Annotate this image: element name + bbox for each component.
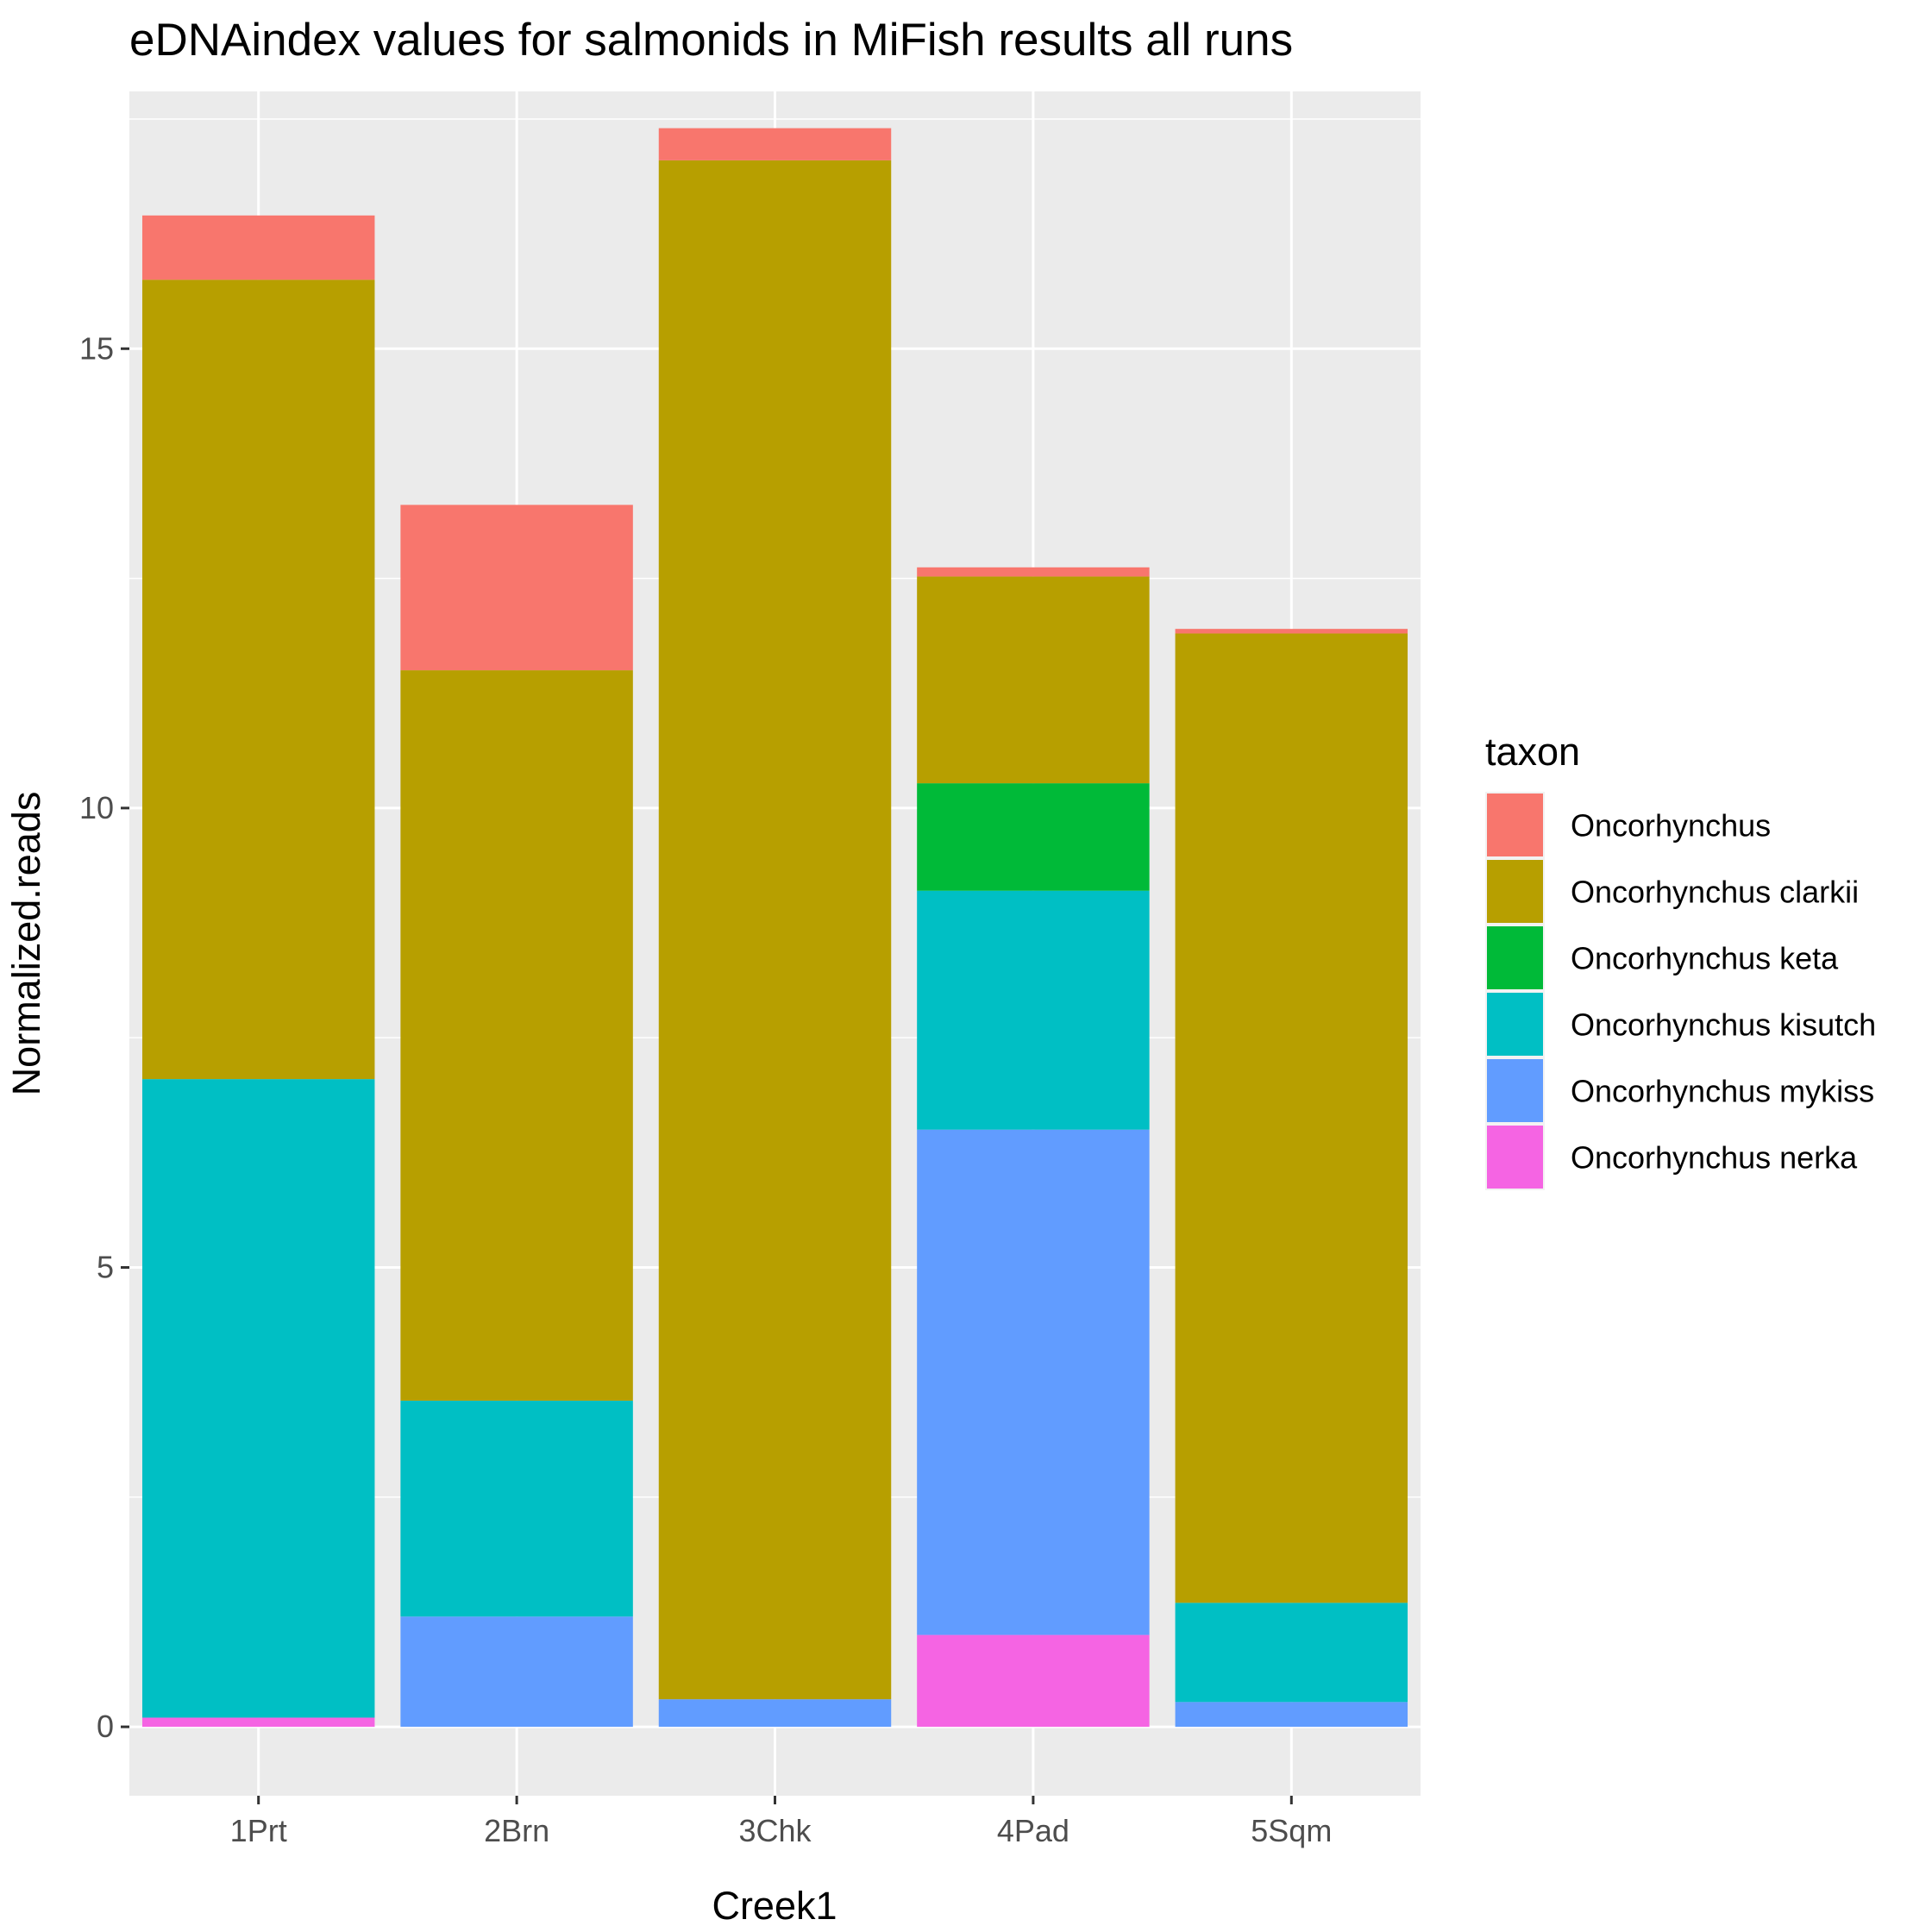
- x-tick-label: 3Chk: [738, 1813, 812, 1848]
- legend-key-swatch: [1487, 1126, 1543, 1189]
- x-tick-label: 2Brn: [484, 1813, 549, 1848]
- legend-label: Oncorhynchus: [1571, 808, 1771, 844]
- legend-label: Oncorhynchus kisutch: [1571, 1007, 1876, 1043]
- chart-title: eDNAindex values for salmonids in MiFish…: [129, 15, 1293, 66]
- bar-segment: [658, 160, 892, 1700]
- bar-segment: [141, 215, 375, 280]
- x-tick-label: 1Prt: [230, 1813, 287, 1848]
- x-axis-title: Creek1: [712, 1884, 837, 1928]
- bar-segment: [400, 1616, 633, 1728]
- x-tick-label: 4Pad: [997, 1813, 1070, 1848]
- legend-label: Oncorhynchus clarkii: [1571, 875, 1859, 910]
- x-axis: 1Prt 2Brn 3Chk 4Pad 5Sqm: [230, 1796, 1332, 1848]
- bar-stack-group: [141, 128, 1408, 1728]
- bar-segment: [917, 1634, 1150, 1728]
- y-axis: 0 5 10 15: [79, 330, 129, 1744]
- bar-segment: [917, 783, 1150, 891]
- bar-segment: [917, 567, 1150, 577]
- bar-segment: [141, 1079, 375, 1718]
- legend-key-swatch: [1487, 860, 1543, 923]
- x-tick-label: 5Sqm: [1251, 1813, 1332, 1848]
- bar-segment: [400, 1400, 633, 1617]
- y-axis-title: Normalized.reads: [4, 792, 48, 1096]
- bar-segment: [917, 576, 1150, 784]
- y-tick-label: 5: [97, 1249, 114, 1284]
- bar-segment: [658, 128, 892, 160]
- bar-segment: [1175, 1603, 1408, 1703]
- legend-title: taxon: [1485, 730, 1580, 774]
- y-tick-label: 0: [97, 1709, 114, 1744]
- bar-segment: [1175, 629, 1408, 634]
- bar-segment: [141, 1717, 375, 1728]
- bar-segment: [400, 670, 633, 1401]
- legend-label: Oncorhynchus mykiss: [1571, 1074, 1874, 1109]
- legend-label: Oncorhynchus nerka: [1571, 1140, 1858, 1176]
- y-tick-label: 10: [79, 790, 114, 825]
- legend-key-swatch: [1487, 794, 1543, 856]
- bar-segment: [917, 1129, 1150, 1635]
- y-tick-label: 15: [79, 330, 114, 366]
- legend-label: Oncorhynchus keta: [1571, 941, 1839, 976]
- bar-segment: [917, 890, 1150, 1130]
- bar-segment: [1175, 1702, 1408, 1728]
- bar-segment: [141, 279, 375, 1080]
- legend: taxon Oncorhynchus Oncorhynchus clarkii On…: [1485, 730, 1876, 1190]
- legend-key-swatch: [1487, 1059, 1543, 1122]
- bar-segment: [658, 1699, 892, 1728]
- bar-segment: [1175, 633, 1408, 1603]
- legend-key-swatch: [1487, 926, 1543, 989]
- legend-key-swatch: [1487, 993, 1543, 1056]
- bar-segment: [400, 505, 633, 671]
